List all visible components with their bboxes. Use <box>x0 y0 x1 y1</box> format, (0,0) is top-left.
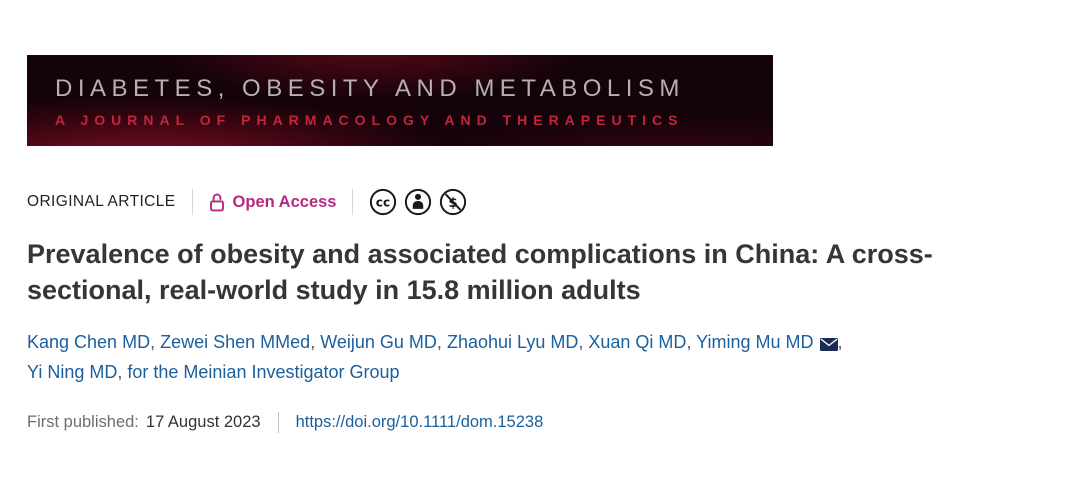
author-separator: , <box>150 331 156 352</box>
author-group-link[interactable]: for the Meinian Investigator Group <box>127 361 400 382</box>
author-list: Kang Chen MD, Zewei Shen MMed, Weijun Gu… <box>27 328 1027 387</box>
first-published-date: 17 August 2023 <box>145 413 261 432</box>
author-link[interactable]: Zhaohui Lyu MD <box>446 331 579 352</box>
author-separator: , <box>117 361 123 382</box>
journal-banner[interactable]: DIABETES, OBESITY AND METABOLISM A JOURN… <box>27 55 773 146</box>
article-title: Prevalence of obesity and associated com… <box>27 239 933 305</box>
email-corresponding-author-icon[interactable] <box>819 329 838 358</box>
open-access-label: Open Access <box>232 192 337 211</box>
svg-text:cc: cc <box>376 195 391 209</box>
author-link[interactable]: Kang Chen MD <box>27 331 151 352</box>
doi-link[interactable]: https://doi.org/10.1111/dom.15238 <box>295 413 544 432</box>
cc-noncommercial-icon[interactable]: $ <box>439 188 467 216</box>
author-separator: , <box>837 331 843 352</box>
publication-info-row: First published: 17 August 2023 https://… <box>27 412 1051 434</box>
author-link[interactable]: Weijun Gu MD <box>320 331 437 352</box>
author-separator: , <box>686 331 692 352</box>
license-icons: cc $ <box>369 188 467 216</box>
vertical-divider <box>191 189 193 215</box>
cc-attribution-icon[interactable] <box>404 188 432 216</box>
author-link[interactable]: Yiming Mu MD <box>696 331 814 352</box>
author-link[interactable]: Zewei Shen MMed <box>160 331 311 352</box>
cc-license-icon[interactable]: cc <box>369 188 397 216</box>
article-type-label: ORIGINAL ARTICLE <box>27 193 176 210</box>
open-lock-icon <box>209 192 225 212</box>
open-access-badge[interactable]: Open Access <box>209 192 337 212</box>
article-meta-row: ORIGINAL ARTICLE Open Access cc <box>27 187 1051 217</box>
article-header-page: DIABETES, OBESITY AND METABOLISM A JOURN… <box>27 55 1051 434</box>
vertical-divider <box>352 189 354 215</box>
author-separator: , <box>310 331 316 352</box>
vertical-divider <box>277 412 279 434</box>
author-link[interactable]: Yi Ning MD <box>27 361 118 382</box>
author-separator: , <box>578 331 584 352</box>
first-published-label: First published: <box>27 413 139 432</box>
author-separator: , <box>436 331 442 352</box>
journal-subtitle: A JOURNAL OF PHARMACOLOGY AND THERAPEUTI… <box>55 112 684 128</box>
author-link[interactable]: Xuan Qi MD <box>588 331 687 352</box>
journal-title: DIABETES, OBESITY AND METABOLISM <box>55 75 685 102</box>
